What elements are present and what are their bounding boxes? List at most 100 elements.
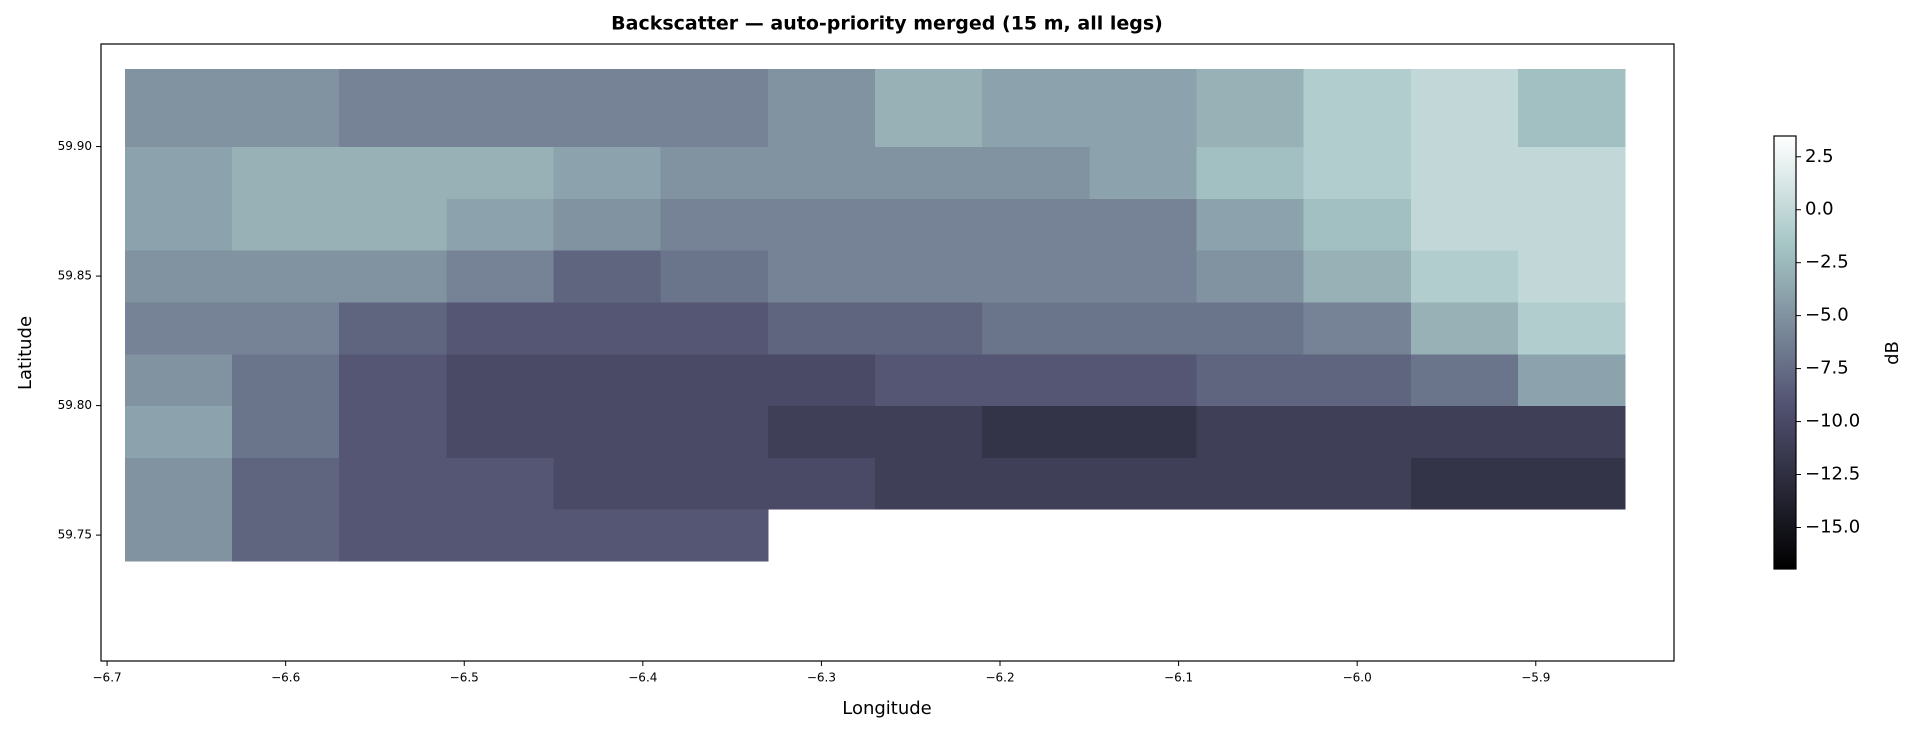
heatmap-cell (874, 405, 983, 458)
heatmap-cell (1089, 68, 1197, 148)
heatmap-cell (232, 198, 340, 251)
heatmap-cell (1196, 301, 1305, 355)
heatmap-cell (124, 301, 233, 355)
x-tick-label: −6.2 (985, 671, 1014, 685)
heatmap-cell (767, 68, 876, 148)
heatmap-cell (660, 250, 769, 303)
chart-title: Backscatter — auto-priority merged (15 m… (611, 13, 1163, 35)
heatmap-cell (124, 353, 233, 407)
heatmap-cell (124, 457, 233, 510)
colorbar-tick-label: 2.5 (1805, 146, 1834, 167)
heatmap-cell (553, 509, 662, 562)
heatmap-cell (1517, 146, 1626, 199)
heatmap-cell (232, 405, 340, 458)
heatmap-cell (1303, 301, 1412, 355)
x-tick-label: −6.0 (1343, 671, 1372, 685)
heatmap-cell (767, 198, 876, 251)
heatmap-cell (446, 301, 555, 355)
heatmap-cell (553, 250, 662, 303)
heatmap-cell (660, 353, 769, 407)
heatmap-cell (339, 301, 447, 355)
heatmap-cell (1089, 250, 1197, 303)
heatmap-cell (1410, 250, 1519, 303)
plot-frame (100, 43, 1675, 662)
heatmap-cell (232, 250, 340, 303)
heatmap-cell (339, 457, 447, 510)
heatmap-cell (232, 509, 340, 562)
heatmap-cell (124, 198, 233, 251)
heatmap-cell (1196, 353, 1305, 407)
heatmap-cell (767, 405, 876, 458)
heatmap-cell (1410, 198, 1519, 251)
heatmap-cell (660, 198, 769, 251)
heatmap-cell (874, 353, 983, 407)
heatmap-cell (232, 146, 340, 199)
colorbar-tick-label: −10.0 (1805, 411, 1860, 432)
heatmap-cell (1303, 68, 1412, 148)
heatmap-cell (874, 301, 983, 355)
heatmap-cell (446, 457, 555, 510)
heatmap-cell (1089, 457, 1197, 510)
heatmap-cell (446, 146, 555, 199)
heatmap-cell (124, 146, 233, 199)
y-tick-label: 59.85 (58, 269, 92, 283)
heatmap-cell (1410, 405, 1519, 458)
heatmap-cell (1517, 405, 1626, 458)
y-tick-label: 59.75 (58, 528, 92, 542)
heatmap-cell (1196, 405, 1305, 458)
colorbar-label: dB (1882, 341, 1903, 365)
heatmap-cell (553, 301, 662, 355)
heatmap-cell (982, 198, 1090, 251)
heatmap-cell (1196, 146, 1305, 199)
heatmap-cell (767, 353, 876, 407)
heatmap-cell (446, 353, 555, 407)
heatmap-cell (982, 457, 1090, 510)
heatmap-cell (339, 198, 447, 251)
colorbar-tick-label: −7.5 (1805, 358, 1849, 379)
heatmap-cell (1410, 353, 1519, 407)
heatmap-cell (1410, 301, 1519, 355)
heatmap-cell (1196, 68, 1305, 148)
heatmap-cell (1517, 250, 1626, 303)
heatmap-cell (767, 301, 876, 355)
heatmap-cell (874, 68, 983, 148)
heatmap-cell (982, 405, 1090, 458)
heatmap-cell (553, 457, 662, 510)
heatmap-cell (767, 457, 876, 510)
heatmap-cell (1303, 353, 1412, 407)
heatmap-cell (339, 250, 447, 303)
heatmap-cell (1089, 405, 1197, 458)
heatmap-cell (982, 68, 1090, 148)
heatmap-cell (124, 509, 233, 562)
heatmap-cell (982, 353, 1090, 407)
y-tick-label: 59.80 (58, 398, 92, 412)
colorbar-tick-label: −15.0 (1805, 516, 1860, 537)
x-axis-label: Longitude (842, 698, 932, 719)
heatmap-cell (982, 301, 1090, 355)
heatmap-cell (767, 146, 876, 199)
heatmap-cell (553, 198, 662, 251)
colorbar-tick-label: 0.0 (1805, 199, 1834, 220)
colorbar-tick-label: −2.5 (1805, 252, 1849, 273)
heatmap-cell (553, 68, 662, 148)
heatmap-cell (1089, 353, 1197, 407)
heatmap-cell (232, 68, 340, 148)
heatmap-cell (660, 509, 769, 562)
heatmap-cell (1517, 301, 1626, 355)
heatmap-cell (1303, 146, 1412, 199)
x-tick-label: −6.7 (93, 671, 122, 685)
heatmap-cell (1410, 146, 1519, 199)
y-axis-label: Latitude (15, 316, 36, 390)
heatmap-cell (1089, 301, 1197, 355)
y-tick-label: 59.90 (58, 139, 92, 153)
heatmap-cell (874, 457, 983, 510)
heatmap-cell (446, 509, 555, 562)
heatmap-cell (446, 250, 555, 303)
heatmap-cell (446, 198, 555, 251)
x-tick-label: −6.1 (1164, 671, 1193, 685)
heatmap-cell (767, 250, 876, 303)
heatmap-cell (660, 457, 769, 510)
heatmap-cell (446, 405, 555, 458)
heatmap-cell (1089, 146, 1197, 199)
